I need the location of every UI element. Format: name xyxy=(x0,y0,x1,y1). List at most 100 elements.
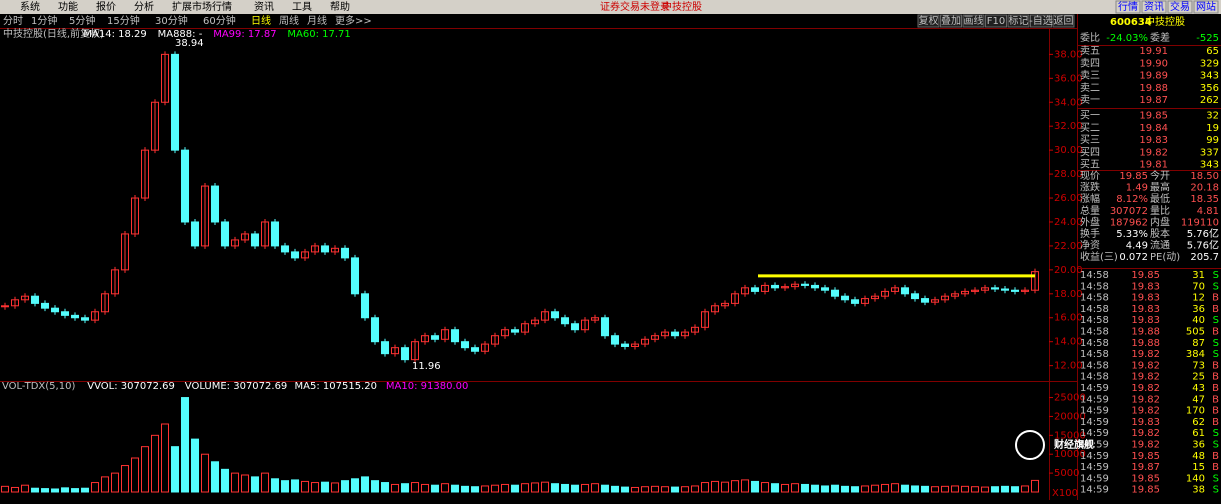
trade-volume: 36 xyxy=(1192,440,1205,451)
stock-header xyxy=(1078,15,1221,30)
period-tab[interactable]: 周线 xyxy=(279,14,299,27)
quote-label: 量比 xyxy=(1150,205,1170,217)
candle xyxy=(1011,289,1019,292)
volume-bar xyxy=(431,484,439,493)
volume-bar xyxy=(531,482,539,493)
period-tab[interactable]: 月线 xyxy=(307,14,327,27)
candle xyxy=(901,287,909,295)
volume-bar xyxy=(781,483,789,493)
menu-item[interactable]: 报价 xyxy=(96,0,116,13)
top-button[interactable] xyxy=(1141,0,1167,14)
menu-item[interactable]: 功能 xyxy=(58,0,78,13)
trade-price: 19.85 xyxy=(1131,473,1160,484)
period-tab[interactable]: 分时 xyxy=(3,15,23,27)
volume-bar xyxy=(191,438,199,493)
volume-bar xyxy=(521,483,529,493)
candle xyxy=(381,341,389,355)
quote-value: 0.072 xyxy=(1119,252,1148,263)
candle xyxy=(661,331,669,337)
candle xyxy=(151,101,159,151)
book-header: 委差 xyxy=(1150,31,1170,44)
candle xyxy=(1001,288,1009,291)
candle xyxy=(81,317,89,321)
volume-bar xyxy=(921,485,929,493)
volume-bar xyxy=(881,483,889,493)
status-text: 中技控股 xyxy=(662,0,702,13)
volume-legend: VVOL: 307072.69 xyxy=(87,381,175,392)
candle xyxy=(721,302,729,307)
volume-bar xyxy=(111,472,119,493)
volume-bar xyxy=(411,482,419,493)
candle xyxy=(621,343,629,347)
tool-button[interactable] xyxy=(985,14,1007,28)
candle xyxy=(161,53,169,103)
book-volume: 65 xyxy=(1206,46,1219,57)
period-tab[interactable]: 5分钟 xyxy=(69,14,95,27)
trade-volume: 43 xyxy=(1192,383,1205,394)
trade-side: B xyxy=(1212,293,1219,304)
period-tab[interactable]: 1分钟 xyxy=(31,14,57,27)
trade-time: 14:59 xyxy=(1080,473,1109,484)
quote-value: 18.35 xyxy=(1190,194,1219,205)
candle xyxy=(831,289,839,297)
volume-bar xyxy=(831,484,839,493)
quote-value: 307072 xyxy=(1110,206,1148,217)
menu-item[interactable]: 扩展市场行情 xyxy=(172,0,232,13)
candle xyxy=(691,326,699,333)
candle xyxy=(311,245,319,253)
tool-button[interactable] xyxy=(1030,14,1052,28)
tool-button[interactable] xyxy=(1007,14,1030,28)
period-tab[interactable]: 日线 xyxy=(251,14,271,27)
tool-button[interactable] xyxy=(1052,14,1075,28)
candle xyxy=(351,257,359,295)
period-tab[interactable]: 更多>> xyxy=(335,14,372,27)
trade-price: 19.83 xyxy=(1131,281,1160,292)
menu-item[interactable]: 资讯 xyxy=(254,1,274,13)
period-tab[interactable]: 60分钟 xyxy=(203,14,236,27)
candle xyxy=(811,284,819,289)
trade-price: 19.85 xyxy=(1131,270,1160,281)
y-tick-label: 12.00 xyxy=(1054,361,1083,372)
top-button[interactable] xyxy=(1167,0,1193,14)
tool-button-label: 标记 xyxy=(1009,15,1029,27)
quote-label: 内盘 xyxy=(1150,215,1170,228)
volume-bar xyxy=(361,476,369,493)
menu-item[interactable]: 工具 xyxy=(292,1,312,13)
volume-bar xyxy=(691,485,699,493)
volume-bar xyxy=(1,485,9,493)
volume-bar xyxy=(961,485,969,493)
menu-item[interactable]: 分析 xyxy=(134,0,154,13)
volume-bar xyxy=(551,483,559,493)
tool-button[interactable] xyxy=(940,14,962,28)
stock-name: 中技控股 xyxy=(1145,15,1185,28)
volume-bar xyxy=(301,480,309,493)
trade-time: 14:58 xyxy=(1080,372,1109,383)
tool-button[interactable] xyxy=(962,14,985,28)
volume-bar xyxy=(981,486,989,493)
top-button[interactable] xyxy=(1193,0,1219,14)
volume-bar xyxy=(421,483,429,493)
trade-volume: 36 xyxy=(1192,304,1205,315)
trade-side: B xyxy=(1212,304,1219,315)
candle xyxy=(751,287,759,292)
trade-price: 19.82 xyxy=(1131,383,1160,394)
period-tab[interactable]: 15分钟 xyxy=(107,14,140,27)
top-button[interactable] xyxy=(1115,0,1141,14)
trade-time: 14:59 xyxy=(1080,440,1109,451)
trade-side: B xyxy=(1212,360,1219,371)
candle xyxy=(461,341,469,349)
chart-legend: MA888: - xyxy=(158,29,203,40)
trade-time: 14:59 xyxy=(1080,485,1109,496)
book-price: 19.82 xyxy=(1139,147,1168,158)
tool-button[interactable] xyxy=(917,14,940,28)
volume-bar xyxy=(281,480,289,493)
menu-item[interactable]: 系统 xyxy=(20,0,40,13)
period-tab[interactable]: 30分钟 xyxy=(155,14,188,27)
candle xyxy=(21,295,29,301)
y-tick-label: 18.00 xyxy=(1054,289,1083,300)
quote-value: 18.50 xyxy=(1190,171,1219,182)
candle xyxy=(181,149,189,223)
trade-volume: 70 xyxy=(1192,281,1205,292)
volume-bar xyxy=(821,485,829,493)
menu-item[interactable]: 帮助 xyxy=(330,0,350,13)
